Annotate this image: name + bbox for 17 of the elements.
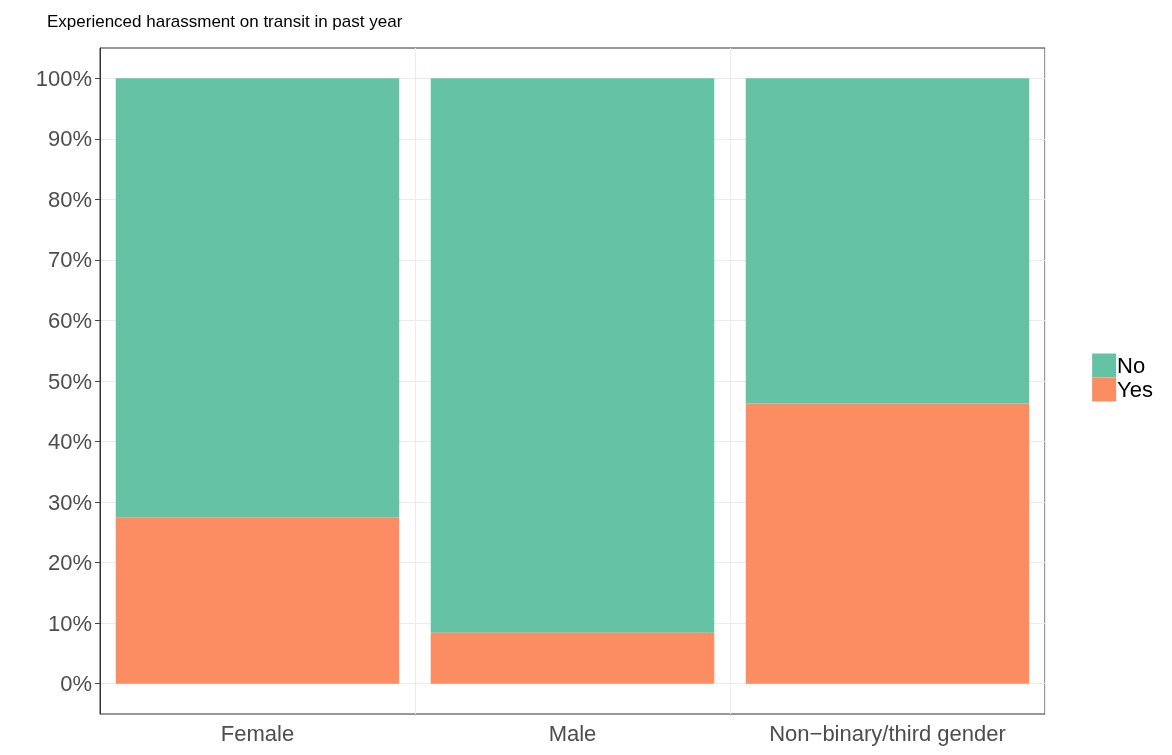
chart-title: Experienced harassment on transit in past year	[47, 12, 403, 31]
y-tick-label: 40%	[47, 429, 92, 455]
y-tick-label: 60%	[47, 307, 92, 333]
legend-label: No	[1117, 353, 1146, 378]
y-tick-label: 50%	[47, 368, 92, 394]
legend-label: Yes	[1117, 377, 1153, 402]
y-tick-label: 20%	[47, 550, 92, 576]
y-tick-label: 70%	[47, 247, 92, 273]
y-tick-label: 90%	[47, 126, 92, 152]
y-tick-label: 80%	[47, 186, 92, 212]
x-tick-label: Female	[220, 720, 295, 746]
y-tick-label: 30%	[47, 489, 92, 515]
y-tick-label: 0%	[60, 671, 92, 697]
y-tick-label: 10%	[47, 610, 92, 636]
y-tick-label: 100%	[35, 65, 92, 91]
x-tick-label: Non−binary/third gender	[769, 720, 1006, 746]
x-tick-label: Male	[548, 720, 597, 746]
